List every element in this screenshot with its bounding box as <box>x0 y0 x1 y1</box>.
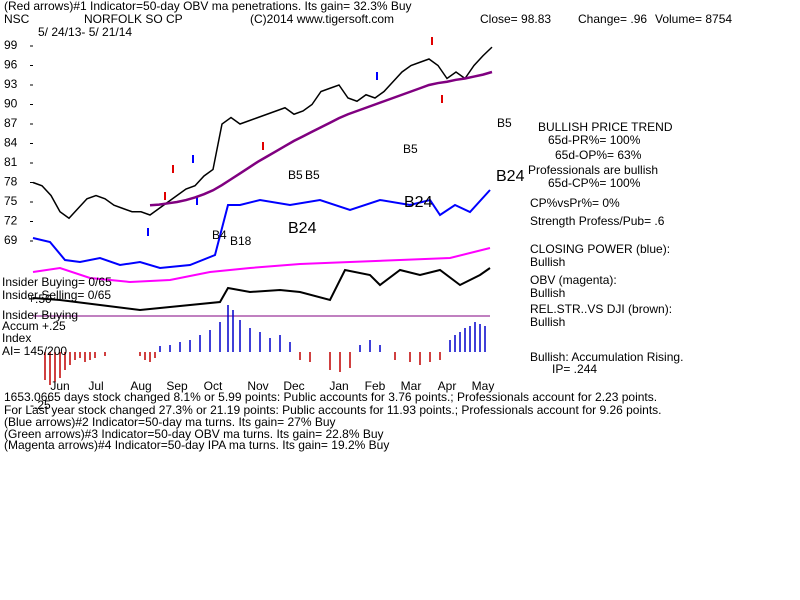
right-text: Strength Profess/Pub= .6 <box>530 214 665 228</box>
left-label: Insider Buying= 0/65 <box>2 275 112 289</box>
ticker: NSC <box>4 12 30 26</box>
x-tick-label: Mar <box>401 379 422 393</box>
x-tick-label: Dec <box>283 379 304 393</box>
right-text: 65d-OP%= 63% <box>555 148 642 162</box>
left-label: Index <box>2 331 31 345</box>
right-text: BULLISH PRICE TREND <box>538 120 673 134</box>
y-tick-label: 87 <box>4 116 18 130</box>
right-text: Bullish <box>530 286 565 300</box>
right-text: 65d-PR%= 100% <box>548 133 641 147</box>
y-tick-label: 90 <box>4 97 18 111</box>
left-label: +.50 <box>28 292 52 306</box>
y-tick-label: 72 <box>4 214 18 228</box>
y-tick-label: 96 <box>4 58 18 72</box>
accum-histogram <box>44 305 486 385</box>
footer-line: (Green arrows)#3 Indicator=50-day OBV ma… <box>4 427 384 441</box>
annotation: B24 <box>288 220 317 237</box>
right-text: CLOSING POWER (blue): <box>530 242 670 256</box>
x-tick-label: Nov <box>247 379 268 393</box>
close: Close= 98.83 <box>480 12 551 26</box>
right-text: IP= .244 <box>552 362 597 376</box>
footer-line: (Blue arrows)#2 Indicator=50-day ma turn… <box>4 415 336 429</box>
x-tick-label: Aug <box>130 379 151 393</box>
footer-line: (Magenta arrows)#4 Indicator=50-day IPA … <box>4 438 389 452</box>
annotation: B24 <box>404 194 433 211</box>
y-tick-label: 81 <box>4 155 18 169</box>
annotation: B5 <box>403 142 418 156</box>
y-tick-label: 84 <box>4 136 18 150</box>
left-label: -.25 <box>30 398 51 412</box>
annotation: B5 <box>305 168 320 182</box>
right-text: Bullish <box>530 315 565 329</box>
y-tick-label: 78 <box>4 175 18 189</box>
company: NORFOLK SO CP <box>84 12 183 26</box>
left-label: Insider Selling= 0/65 <box>2 288 111 302</box>
x-tick-label: May <box>472 379 495 393</box>
annotation: B24 <box>496 168 525 185</box>
x-tick-label: Jun <box>50 379 69 393</box>
source: (C)2014 www.tigersoft.com <box>250 12 394 26</box>
closing-power <box>32 189 491 270</box>
right-text: OBV (magenta): <box>530 273 617 287</box>
annotation: B18 <box>230 234 252 248</box>
y-tick-label: 99 <box>4 38 18 52</box>
x-tick-label: Sep <box>166 379 188 393</box>
y-tick-label: 75 <box>4 194 18 208</box>
change: Change= .96 <box>578 12 647 26</box>
rel-strength <box>32 267 491 312</box>
right-text: Bullish <box>530 255 565 269</box>
y-tick-label: 69 <box>4 233 18 247</box>
x-tick-label: Jan <box>329 379 348 393</box>
right-text: CP%vsPr%= 0% <box>530 196 620 210</box>
annotation: B5 <box>288 168 303 182</box>
right-text: Bullish: Accumulation Rising. <box>530 350 683 364</box>
date-range: 5/ 24/13- 5/ 21/14 <box>38 25 132 39</box>
x-tick-label: Oct <box>204 379 223 393</box>
x-tick-label: Jul <box>88 379 103 393</box>
right-text: Professionals are bullish <box>528 163 658 177</box>
left-label: AI= 145/200 <box>2 344 67 358</box>
series-line <box>149 70 493 207</box>
left-label: Insider Buying <box>2 308 78 322</box>
right-text: REL.STR..VS DJI (brown): <box>530 302 672 316</box>
left-label: Accum +.25 <box>2 319 66 333</box>
x-tick-label: Apr <box>438 379 457 393</box>
footer-line: For Last year stock changed 27.3% or 21.… <box>4 403 662 417</box>
volume: Volume= 8754 <box>655 12 732 26</box>
annotation: B5 <box>497 116 512 130</box>
y-tick-label: 93 <box>4 77 18 91</box>
series-line <box>32 46 493 220</box>
annotation: B4 <box>212 228 227 242</box>
x-tick-label: Feb <box>365 379 386 393</box>
right-text: 65d-CP%= 100% <box>548 176 641 190</box>
arrows <box>147 37 443 236</box>
obv <box>32 247 491 284</box>
footer-line: 1653.0665 days stock changed 8.1% or 5.9… <box>4 390 657 404</box>
header-line: (Red arrows)#1 Indicator=50-day OBV ma p… <box>4 0 412 13</box>
